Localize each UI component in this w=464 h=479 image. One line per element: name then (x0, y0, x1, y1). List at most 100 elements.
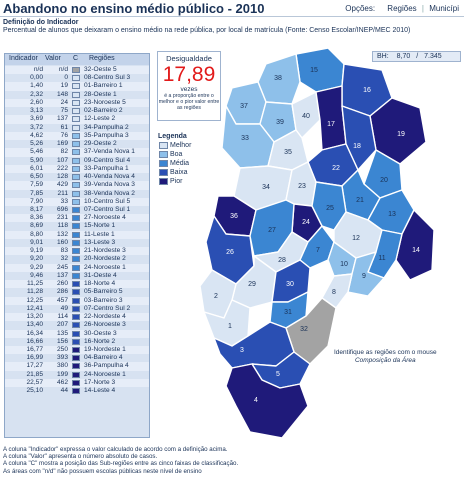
table-row[interactable]: 13,20 114 22-Nordeste 4 (5, 313, 149, 322)
table-row[interactable]: 9,19 83 21-Nordeste 3 (5, 247, 149, 256)
table-row[interactable]: 3,72 61 34-Pampulha 2 (5, 124, 149, 132)
row-region[interactable]: 11-Leste 1 (84, 230, 115, 238)
row-region[interactable]: 20-Nordeste 2 (84, 255, 126, 263)
row-region[interactable]: 29-Oeste 2 (84, 140, 117, 148)
map-region-15[interactable] (295, 47, 345, 93)
table-row[interactable]: 8,69 118 15-Norte 1 (5, 222, 149, 230)
header-c[interactable]: C (73, 55, 79, 62)
table-row[interactable]: 2,32 148 28-Oeste 1 (5, 91, 149, 99)
table-row[interactable]: 16,66 156 16-Norte 2 (5, 338, 149, 346)
row-region[interactable]: 34-Pampulha 2 (84, 123, 129, 131)
map-hint-line: Composição da Área (334, 357, 437, 365)
row-region[interactable]: 26-Noroeste 3 (84, 321, 126, 329)
row-region[interactable]: 24-Noroeste 1 (84, 370, 126, 378)
row-region[interactable]: 13-Leste 3 (84, 238, 116, 246)
table-row[interactable]: 21,85 199 24-Noroeste 1 (5, 371, 149, 379)
table-row[interactable]: 3,13 75 02-Barreiro 2 (5, 107, 149, 115)
table-row[interactable]: 12,25 457 03-Barreiro 3 (5, 296, 149, 305)
map-region-label: 27 (268, 227, 276, 234)
row-region[interactable]: 19-Nordeste 1 (84, 345, 126, 353)
table-row[interactable]: 9,29 245 24-Noroeste 1 (5, 263, 149, 272)
table-row[interactable]: 8,80 132 11-Leste 1 (5, 230, 149, 239)
row-region[interactable]: 16-Norte 2 (84, 337, 116, 345)
row-region[interactable]: 22-Nordeste 4 (84, 313, 126, 321)
inequality-value: 17,89 (162, 63, 216, 86)
header-regions[interactable]: Regiões (89, 55, 115, 62)
row-region[interactable]: 35-Pampulha 3 (84, 131, 129, 139)
row-region[interactable]: 03-Barreiro 3 (84, 296, 123, 304)
table-row[interactable]: 12,41 49 07-Centro Sul 2 (5, 305, 149, 313)
map-region-4[interactable] (225, 363, 309, 439)
row-region[interactable]: 37-Venda Nova 1 (84, 148, 135, 156)
row-region[interactable]: 38-Venda Nova 2 (84, 189, 135, 197)
row-region[interactable]: 30-Oeste 3 (84, 329, 117, 337)
row-region[interactable]: 23-Noroeste 5 (84, 98, 126, 106)
table-row[interactable]: 16,77 250 19-Nordeste 1 (5, 345, 149, 355)
option-link-regioes[interactable]: Regiões (387, 4, 417, 13)
row-region[interactable]: 07-Centro Sul 1 (84, 205, 131, 213)
table-row[interactable]: 2,60 24 23-Noroeste 5 (5, 98, 149, 108)
table-row[interactable]: 6,01 222 33-Pampulha 1 (5, 164, 149, 174)
row-region[interactable]: 01-Barreiro 1 (84, 82, 123, 90)
map-region-8[interactable] (321, 273, 353, 309)
row-region[interactable]: 39-Venda Nova 3 (84, 181, 135, 189)
row-region[interactable]: 40-Venda Nova 4 (84, 173, 135, 181)
row-region[interactable]: 07-Centro Sul 2 (84, 304, 131, 312)
table-row[interactable]: 8,17 696 07-Centro Sul 1 (5, 206, 149, 214)
table-row[interactable]: 9,20 32 20-Nordeste 2 (5, 255, 149, 263)
header-value[interactable]: Valor (45, 55, 61, 62)
row-region[interactable]: 02-Barreiro 2 (84, 107, 123, 115)
table-row[interactable]: 1,40 19 01-Barreiro 1 (5, 82, 149, 91)
table-row[interactable]: n/d n/d 32-Oeste 5 (5, 66, 149, 75)
row-indicator: 7,59 (30, 181, 43, 189)
table-row[interactable]: 17,27 380 36-Pampulha 4 (5, 362, 149, 371)
row-region[interactable]: 05-Barreiro 5 (84, 288, 123, 296)
row-region[interactable]: 33-Pampulha 1 (84, 164, 129, 172)
table-row[interactable]: 16,34 135 30-Oeste 3 (5, 329, 149, 338)
table-row[interactable]: 7,85 211 38-Venda Nova 2 (5, 190, 149, 198)
table-row[interactable]: 16,99 393 04-Barreiro 4 (5, 354, 149, 362)
table-row[interactable]: 5,46 82 37-Venda Nova 1 (5, 148, 149, 157)
map-region-label: 30 (286, 281, 294, 288)
map-region-17[interactable] (315, 85, 347, 151)
row-region[interactable]: 18-Norte 4 (84, 280, 116, 288)
map-region-9[interactable] (347, 251, 385, 297)
row-region[interactable]: 09-Centro Sul 4 (84, 156, 131, 164)
row-region[interactable]: 12-Leste 2 (84, 115, 116, 123)
table-row[interactable]: 5,26 169 29-Oeste 2 (5, 140, 149, 148)
table-row[interactable]: 11,25 260 18-Norte 4 (5, 280, 149, 289)
table-row[interactable]: 7,90 33 10-Centro Sul 5 (5, 197, 149, 206)
table-row[interactable]: 22,57 462 17-Norte 3 (5, 378, 149, 388)
table-header: Indicador Valor C Regiões (5, 54, 149, 65)
table-row[interactable]: 25,10 44 14-Leste 4 (5, 387, 149, 395)
row-region[interactable]: 27-Noroeste 4 (84, 214, 126, 222)
row-region[interactable]: 04-Barreiro 4 (84, 354, 123, 362)
option-link-municipios[interactable]: Municípi (429, 4, 459, 13)
table-row[interactable]: 7,59 429 39-Venda Nova 3 (5, 181, 149, 190)
map-region-18[interactable] (341, 105, 377, 171)
row-region[interactable]: 14-Leste 4 (84, 387, 116, 395)
table-row[interactable]: 4,62 76 35-Pampulha 3 (5, 131, 149, 141)
table-row[interactable]: 9,01 160 13-Leste 3 (5, 239, 149, 247)
table-row[interactable]: 6,50 128 40-Venda Nova 4 (5, 173, 149, 181)
row-region[interactable]: 15-Norte 1 (84, 222, 116, 230)
row-region[interactable]: 21-Nordeste 3 (84, 247, 126, 255)
header-indicator[interactable]: Indicador (9, 55, 38, 62)
row-region[interactable]: 36-Pampulha 4 (84, 362, 129, 370)
map-region-40[interactable] (291, 91, 321, 139)
row-region[interactable]: 32-Oeste 5 (84, 66, 117, 73)
table-row[interactable]: 5,90 107 09-Centro Sul 4 (5, 157, 149, 165)
row-region[interactable]: 31-Oeste 4 (84, 271, 117, 279)
table-row[interactable]: 8,36 231 27-Noroeste 4 (5, 214, 149, 223)
map-region-label: 8 (332, 289, 336, 296)
table-row[interactable]: 13,40 207 26-Noroeste 3 (5, 321, 149, 329)
row-region[interactable]: 28-Oeste 1 (84, 90, 117, 98)
table-row[interactable]: 11,28 286 05-Barreiro 5 (5, 288, 149, 296)
table-row[interactable]: 9,46 137 31-Oeste 4 (5, 272, 149, 280)
row-region[interactable]: 10-Centro Sul 5 (84, 197, 131, 205)
table-row[interactable]: 3,69 137 12-Leste 2 (5, 115, 149, 124)
row-region[interactable]: 17-Norte 3 (84, 378, 116, 386)
table-row[interactable]: 0,00 0 08-Centro Sul 3 (5, 74, 149, 82)
row-region[interactable]: 24-Noroeste 1 (84, 263, 126, 271)
row-region[interactable]: 08-Centro Sul 3 (84, 74, 131, 82)
